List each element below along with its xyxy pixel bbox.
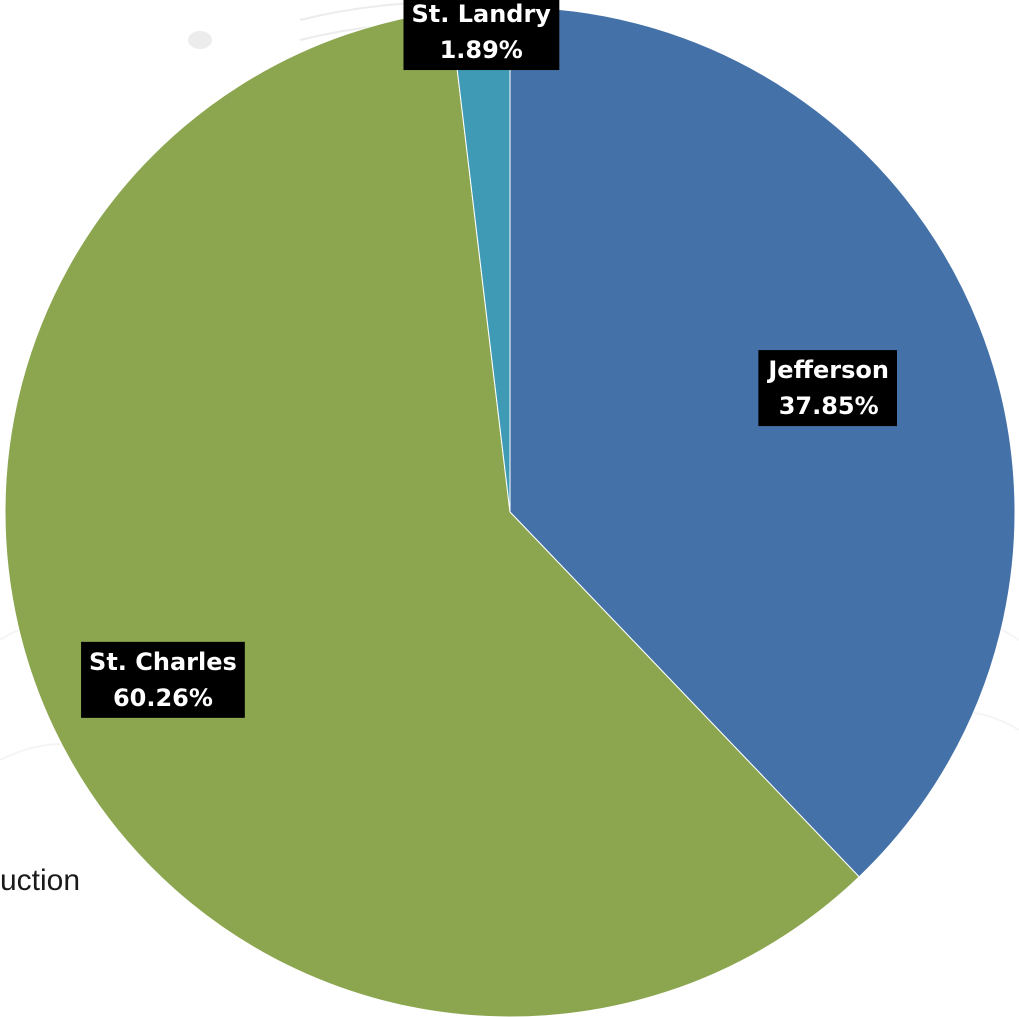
data-label-st-charles: St. Charles 60.26% [81,641,245,718]
pie-slice-st-charles [4,9,860,1017]
data-label-box [758,350,897,427]
data-label-jefferson: Jefferson 37.85% [758,350,897,427]
data-label-category: St. Landry [411,0,551,28]
data-label-box [81,641,245,718]
pie-slice-jefferson [509,6,1016,878]
data-label-category: St. Charles [89,648,237,676]
data-label-st-landry: St. Landry 1.89% [403,0,560,71]
note-head [188,31,212,49]
data-label-percent: 60.26% [113,684,213,712]
background-text-fragment: uction [0,864,81,897]
data-label-box [403,0,560,71]
data-label-percent: 37.85% [779,392,879,420]
data-label-category: Jefferson [766,356,889,384]
data-label-percent: 1.89% [440,36,523,64]
